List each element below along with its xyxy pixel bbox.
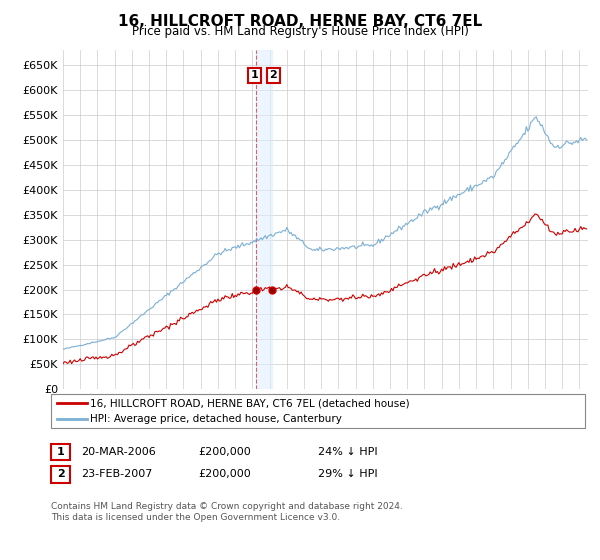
Text: 2: 2 [57, 469, 64, 479]
Text: Contains HM Land Registry data © Crown copyright and database right 2024.
This d: Contains HM Land Registry data © Crown c… [51, 502, 403, 522]
Text: 16, HILLCROFT ROAD, HERNE BAY, CT6 7EL: 16, HILLCROFT ROAD, HERNE BAY, CT6 7EL [118, 14, 482, 29]
Text: £200,000: £200,000 [198, 447, 251, 457]
Text: Price paid vs. HM Land Registry's House Price Index (HPI): Price paid vs. HM Land Registry's House … [131, 25, 469, 38]
Text: 16, HILLCROFT ROAD, HERNE BAY, CT6 7EL (detached house): 16, HILLCROFT ROAD, HERNE BAY, CT6 7EL (… [90, 398, 410, 408]
Text: 24% ↓ HPI: 24% ↓ HPI [318, 447, 377, 457]
Text: 1: 1 [250, 71, 258, 80]
Text: 23-FEB-2007: 23-FEB-2007 [81, 469, 152, 479]
Text: £200,000: £200,000 [198, 469, 251, 479]
Text: 20-MAR-2006: 20-MAR-2006 [81, 447, 156, 457]
Bar [256, 50, 272, 389]
Text: 29% ↓ HPI: 29% ↓ HPI [318, 469, 377, 479]
Text: HPI: Average price, detached house, Canterbury: HPI: Average price, detached house, Cant… [90, 414, 342, 424]
Text: 2: 2 [269, 71, 277, 80]
Text: 1: 1 [57, 447, 64, 457]
